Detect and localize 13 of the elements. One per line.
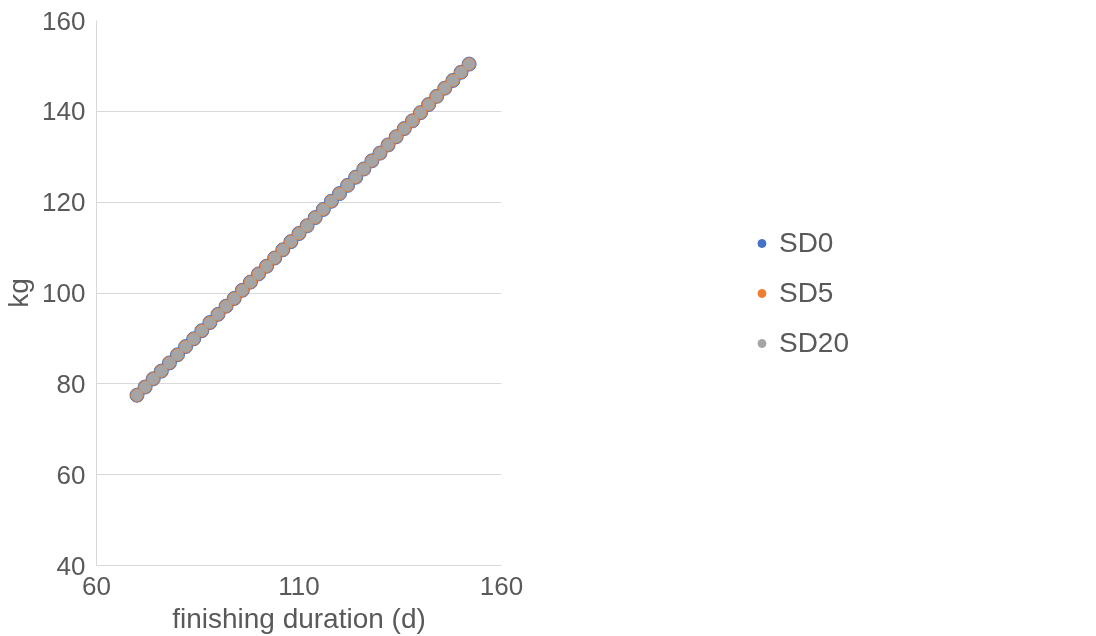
x-tick-label: 160 bbox=[479, 570, 524, 601]
y-tick-label: 140 bbox=[42, 96, 86, 127]
x-axis-title: finishing duration (d) bbox=[172, 602, 426, 634]
y-tick-label: 120 bbox=[42, 187, 86, 218]
legend-label: SD5 bbox=[778, 276, 834, 309]
x-tick-label: 110 bbox=[278, 570, 320, 601]
legend-label: SD20 bbox=[778, 326, 850, 359]
y-tick-label: 160 bbox=[42, 5, 86, 36]
y-tick-label: 100 bbox=[42, 278, 86, 308]
y-tick-label: 60 bbox=[56, 459, 86, 490]
legend-label: SD0 bbox=[778, 226, 834, 259]
y-axis-title: kg bbox=[3, 278, 35, 308]
y-tick-label: 80 bbox=[56, 368, 86, 399]
